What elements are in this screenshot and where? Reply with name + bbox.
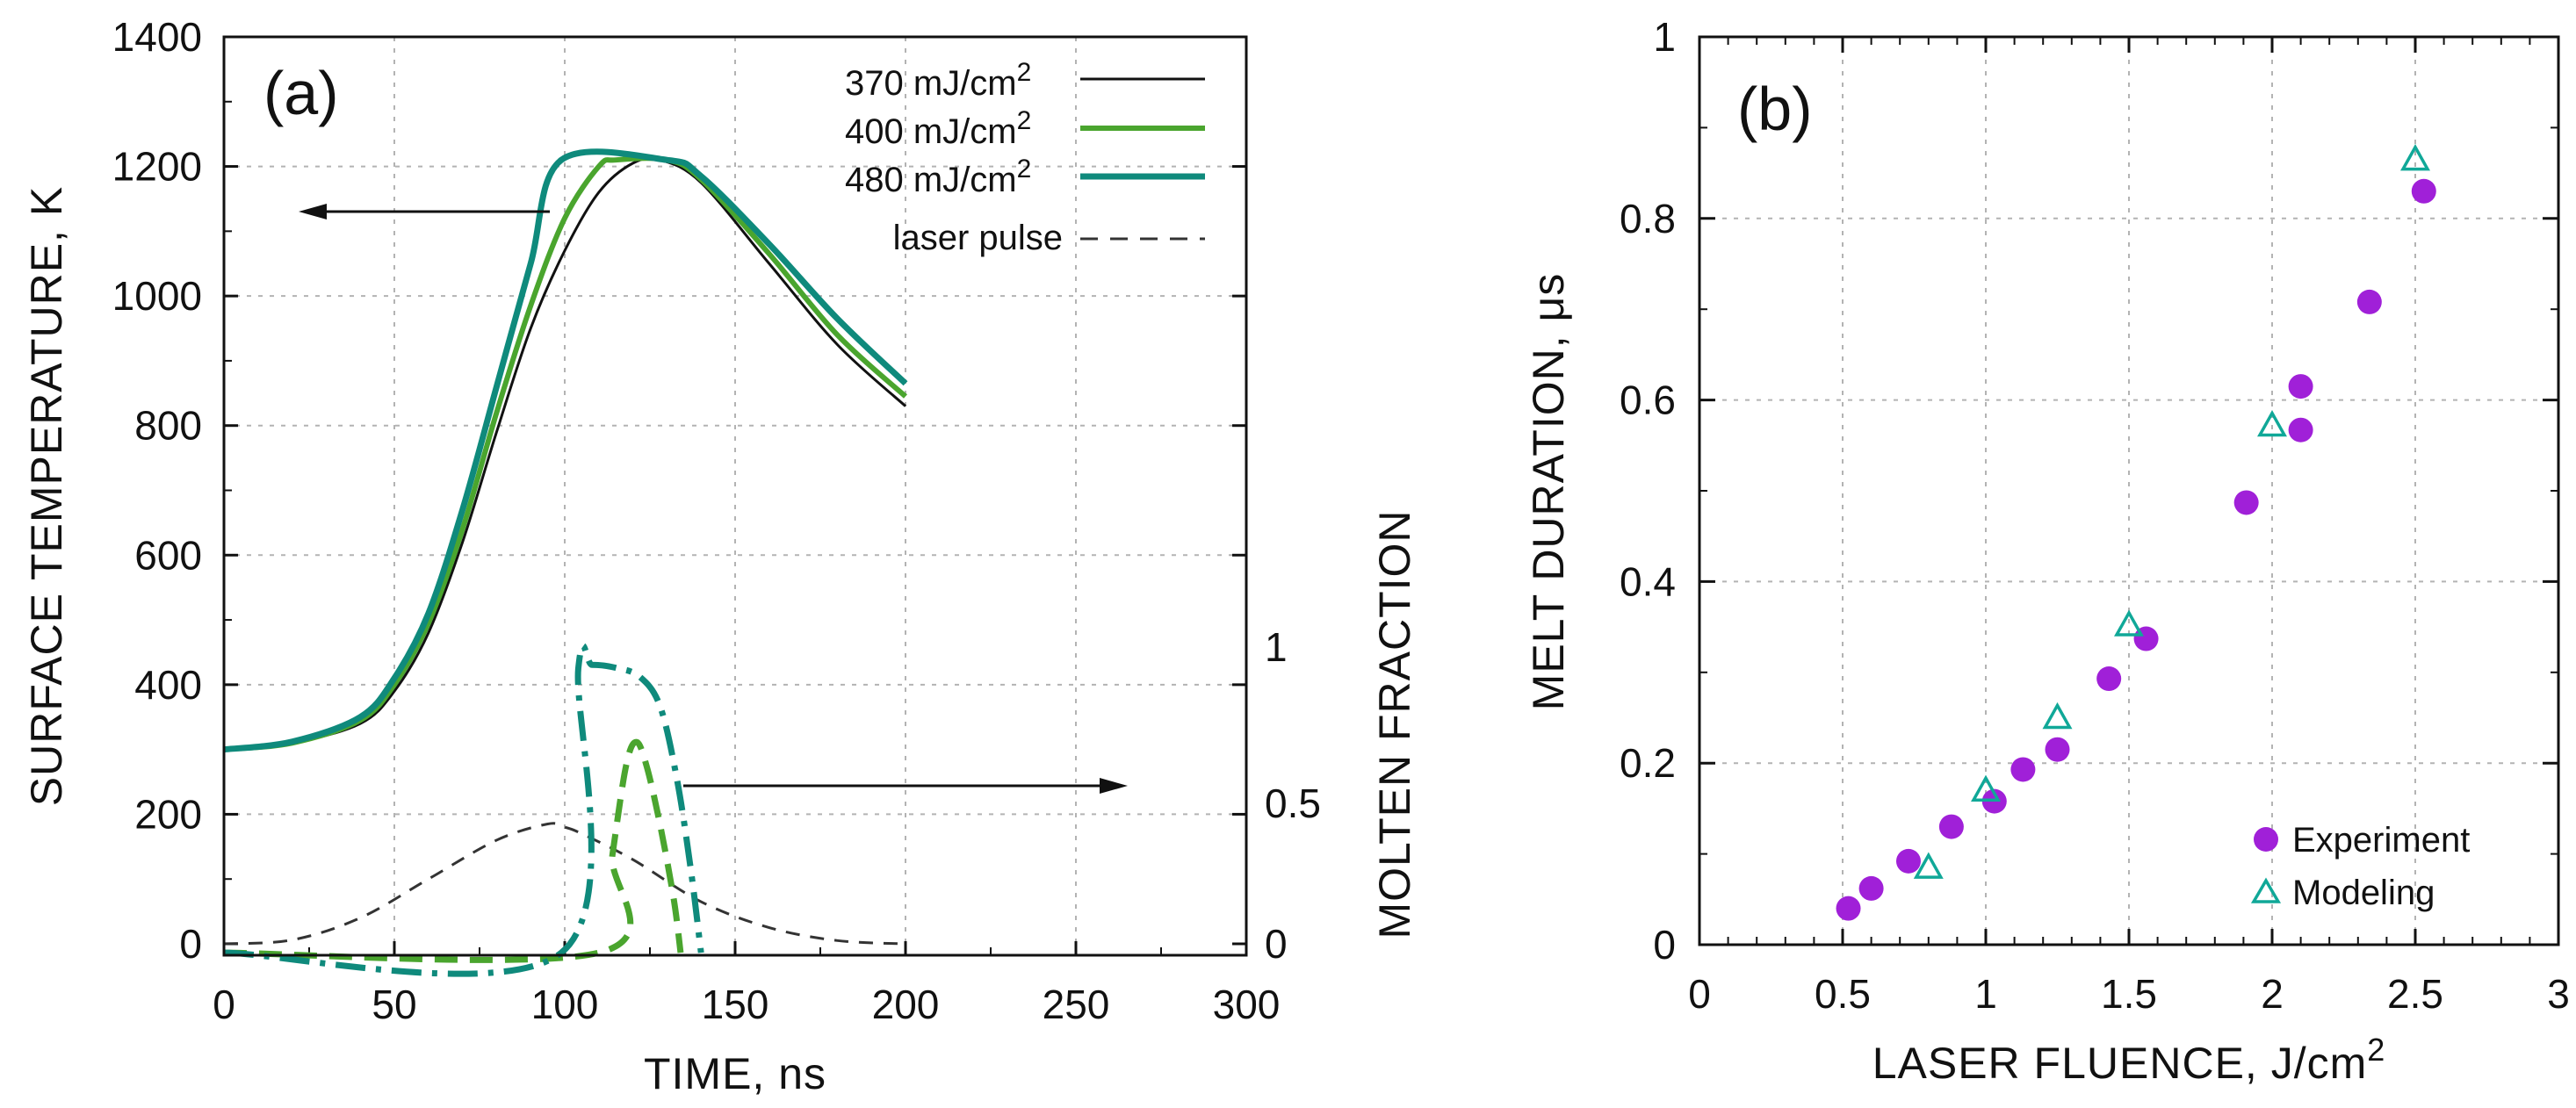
experiment-point — [2045, 737, 2070, 762]
modeling-point — [2114, 609, 2144, 637]
legend-label-experiment: Experiment — [2292, 821, 2470, 860]
panel-a-y-tick-label: 800 — [134, 403, 202, 449]
legend-label-370: 370 mJ/cm2 — [845, 58, 1031, 103]
panel-b-tick-labels: 0 0.5 1 1.5 2 2.5 3 0 0.2 0.4 0.6 0.8 1 — [1620, 14, 2570, 1017]
legend-marker-modeling — [2250, 877, 2282, 903]
panel-b-y-tick-label: 1 — [1653, 14, 1676, 60]
panel-b-frame — [1698, 35, 2560, 946]
experiment-point — [1938, 814, 1964, 839]
series-line-480-mj-cm2-molten-fraction — [223, 643, 704, 977]
experiment-point — [1895, 848, 1921, 874]
arrow-to-temperature-axis — [299, 204, 550, 219]
panel-a-y-tick-label: 400 — [134, 662, 202, 708]
experiment-point — [2233, 490, 2259, 515]
panel-b-x-tick-label: 1.5 — [2101, 971, 2157, 1017]
panel-a-grid — [224, 37, 1246, 955]
panel-a-y2-tick-label: 0.5 — [1265, 781, 1321, 826]
series-line-400-mj-cm2-molten-fraction — [223, 738, 684, 963]
panel-a-frame — [222, 35, 1248, 957]
panel-b-x-tick-label: 0 — [1688, 971, 1711, 1017]
legend-label-laser-pulse: laser pulse — [893, 219, 1063, 257]
modeling-point — [1971, 774, 2001, 802]
panel-a-y2-axis-label: MOLTEN FRACTION — [1370, 509, 1419, 939]
panel-a-x-tick-label: 150 — [702, 982, 769, 1027]
panel-a-y-tick-label: 1400 — [112, 14, 202, 60]
panel-b-legend: Experiment Modeling — [2250, 821, 2470, 912]
panel-a-x-tick-label: 0 — [213, 982, 235, 1027]
series-line-480-mj-cm2 — [223, 148, 908, 753]
panel-b-tag: (b) — [1737, 75, 1813, 143]
panel-a-x-axis-label: TIME, ns — [644, 1049, 826, 1098]
panel-a-y-tick-label: 1000 — [112, 273, 202, 319]
panel-a-tag: (a) — [263, 59, 339, 127]
panel-a-y-tick-label: 1200 — [112, 144, 202, 190]
panel-a-y-tick-label: 200 — [134, 791, 202, 837]
experiment-point — [2288, 417, 2313, 442]
panel-b-x-tick-label: 1 — [1974, 971, 1997, 1017]
panel-a-y-axis-label: SURFACE TEMPERATURE, K — [22, 186, 71, 806]
panel-a-y-tick-label: 600 — [134, 532, 202, 578]
legend-label-modeling: Modeling — [2292, 874, 2435, 912]
panel-b-y-tick-label: 0.4 — [1620, 558, 1676, 604]
panel-b-y-tick-label: 0.6 — [1620, 378, 1676, 423]
panel-b-x-axis-label: LASER FLUENCE, J/cm2 — [1872, 1032, 2386, 1088]
modeling-point — [2400, 144, 2430, 171]
legend-label-400: 400 mJ/cm2 — [845, 106, 1031, 151]
panel-b-y-tick-label: 0.8 — [1620, 196, 1676, 241]
experiment-point — [2411, 178, 2436, 204]
panel-b-grid — [1699, 37, 2558, 945]
panel-b-y-tick-label: 0.2 — [1620, 740, 1676, 786]
experiment-point — [2288, 374, 2313, 399]
experiment-point — [1858, 875, 1884, 901]
panel-a-legend: 370 mJ/cm2 400 mJ/cm2 480 mJ/cm2 laser p… — [845, 58, 1205, 257]
experiment-point — [2356, 289, 2382, 314]
panel-b-series — [1836, 144, 2436, 921]
panel-a-x-tick-label: 300 — [1213, 982, 1281, 1027]
panel-a: 0 50 100 150 200 250 300 0 200 400 600 800 1000 1200 1… — [22, 14, 1419, 1098]
panel-a-x-tick-label: 200 — [872, 982, 940, 1027]
arrow-to-fraction-axis — [683, 778, 1128, 794]
experiment-point — [1836, 896, 1861, 921]
panel-a-x-tick-label: 50 — [372, 982, 416, 1027]
panel-a-tick-labels: 0 50 100 150 200 250 300 0 200 400 600 800 1000 1200 1… — [112, 14, 1321, 1027]
panel-a-x-tick-label: 100 — [531, 982, 599, 1027]
panel-b: 0 0.5 1 1.5 2 2.5 3 0 0.2 0.4 0.6 0.8 1 Experiment M… — [1524, 14, 2570, 1088]
panel-a-y2-tick-label: 0 — [1265, 921, 1288, 967]
experiment-point — [2010, 757, 2036, 782]
series-line-370-mj-cm2 — [223, 156, 907, 752]
legend-marker-experiment — [2254, 827, 2278, 852]
panel-b-y-axis-label: MELT DURATION, μs — [1524, 273, 1573, 711]
panel-b-x-tick-label: 2.5 — [2387, 971, 2443, 1017]
modeling-point — [1913, 852, 1944, 879]
panel-b-ticks — [1698, 35, 2560, 946]
panel-b-x-tick-label: 2 — [2261, 971, 2284, 1017]
panel-b-y-tick-label: 0 — [1653, 922, 1676, 968]
modeling-point — [2257, 409, 2287, 437]
panel-a-series — [223, 148, 908, 977]
panel-b-x-tick-label: 3 — [2547, 971, 2570, 1017]
series-line-400-mj-cm2 — [223, 155, 908, 752]
panel-b-x-tick-label: 0.5 — [1815, 971, 1871, 1017]
panel-a-y2-tick-label: 1 — [1265, 624, 1288, 670]
experiment-point — [2096, 666, 2122, 692]
panel-a-y-tick-label: 0 — [179, 921, 202, 967]
modeling-point — [2042, 701, 2073, 730]
series-line-laser-pulse — [223, 822, 906, 946]
legend-label-480: 480 mJ/cm2 — [845, 155, 1031, 199]
panel-a-x-tick-label: 250 — [1043, 982, 1110, 1027]
